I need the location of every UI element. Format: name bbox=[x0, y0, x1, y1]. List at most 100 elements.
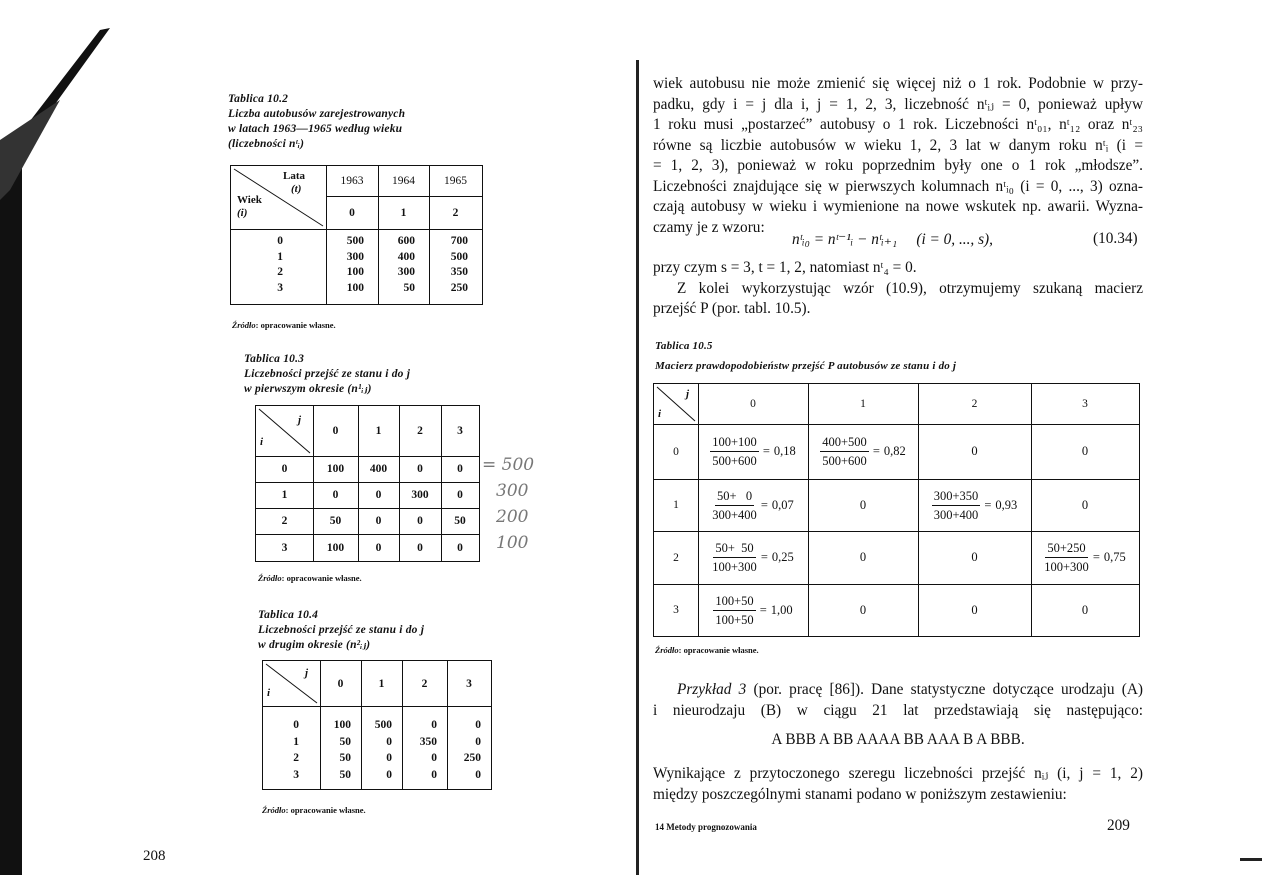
handwritten-notes: = 500 300 200 100 bbox=[482, 452, 534, 556]
source-text: : opracowanie własne. bbox=[281, 573, 362, 583]
column-header: 2 bbox=[971, 398, 978, 410]
book-spine-line bbox=[636, 60, 639, 875]
paragraph-line: równe są liczbie autobusów w wieku 1, 2,… bbox=[653, 137, 1143, 154]
year-header: 1965 bbox=[444, 175, 467, 187]
table-label: Tablica 10.2 bbox=[228, 93, 289, 105]
closing-line: między poszczególnymi stanami podano w p… bbox=[653, 786, 1067, 803]
value-cell: 400 bbox=[397, 250, 415, 263]
value-cell: 0 bbox=[386, 768, 392, 781]
row-labels: 0 1 2 3 bbox=[263, 717, 299, 783]
value-cell: 0 bbox=[431, 768, 437, 781]
denominator: 100+300 bbox=[712, 560, 757, 574]
equals-sign: = bbox=[762, 444, 770, 458]
example-line: i nieurodzaju (B) w ciągu 21 lat przedst… bbox=[653, 701, 1143, 722]
example-text: i nieurodzaju (B) w ciągu 21 lat przedst… bbox=[653, 702, 1143, 719]
value-column: 0 0 250 0 bbox=[447, 717, 481, 783]
paragraph-line: padku, gdy i = j dla i, j = 1, 2, 3, lic… bbox=[653, 96, 1143, 113]
column-header: 3 bbox=[466, 677, 472, 690]
column-divider bbox=[447, 661, 448, 789]
value-cell: 0 bbox=[457, 541, 463, 554]
fraction-cell: 50+ 50 100+300 = 0,25 bbox=[698, 531, 808, 584]
row-divider bbox=[326, 196, 482, 197]
left-edge-shadow bbox=[0, 28, 110, 875]
fraction: 50+ 50 100+300 bbox=[712, 541, 757, 574]
value-cell: 50 bbox=[403, 281, 416, 294]
year-header: 1963 bbox=[340, 175, 364, 187]
value-cell: 100 bbox=[333, 719, 351, 731]
equals-sign: = bbox=[759, 602, 767, 617]
caption-line: w pierwszym okresie (n¹ᵢⱼ) bbox=[244, 383, 372, 395]
source-text: : opracowanie własne. bbox=[678, 645, 759, 655]
source-label: Źródło bbox=[258, 573, 282, 583]
result-value: 0,25 bbox=[771, 550, 794, 564]
table-10-3-caption: Tablica 10.3 Liczebności przejść ze stan… bbox=[244, 352, 410, 397]
column-divider bbox=[918, 384, 919, 636]
paragraph-line: przy czym s = 3, t = 1, 2, natomiast nᵗ₄… bbox=[653, 259, 917, 276]
table-10-2-caption: Tablica 10.2 Liczba autobusów zarejestro… bbox=[228, 92, 405, 152]
row-label: 3 bbox=[281, 541, 288, 554]
right-edge-mark bbox=[1240, 858, 1262, 861]
closing-line: Wynikające z przytoczonego szeregu licze… bbox=[653, 765, 1143, 782]
fraction-cell: 50+ 0 300+400 = 0,07 bbox=[698, 479, 808, 531]
column-divider bbox=[441, 406, 442, 561]
row-label: 1 bbox=[293, 735, 299, 748]
value-cell: 50 bbox=[454, 515, 466, 527]
row-divider bbox=[256, 534, 479, 535]
result-value: 0,82 bbox=[883, 444, 906, 458]
table-10-3: j i 0 1 2 3 0 100 400 0 0 1 0 0 300 0 2 50 0 0 50 3 100 0 0 0 bbox=[255, 405, 480, 562]
numerator: 50+ 50 bbox=[713, 541, 756, 558]
example-line: Przykład 3 (por. pracę [86]). Dane staty… bbox=[653, 680, 1143, 701]
column-divider bbox=[378, 166, 379, 304]
value-column: 500 300 100 100 bbox=[326, 234, 364, 296]
value-column: 0 350 0 0 bbox=[402, 717, 437, 783]
numerator: 50+ 0 bbox=[714, 489, 755, 506]
table-10-2-source: Źródło: opracowanie własne. bbox=[232, 320, 336, 330]
value-cell: 0 bbox=[375, 541, 382, 554]
fraction: 50+ 0 300+400 bbox=[712, 489, 757, 522]
row-divider bbox=[654, 424, 1139, 425]
value-cell: 0 bbox=[859, 497, 867, 512]
table-10-4-source: Źródło: opracowanie własne. bbox=[262, 805, 366, 815]
value-cell: 100 bbox=[326, 541, 345, 554]
row-label: 1 bbox=[673, 499, 679, 511]
value-cell: 0 bbox=[431, 752, 437, 764]
formula-number: (10.34) bbox=[1093, 230, 1138, 247]
fraction-cell: 400+500 500+600 = 0,82 bbox=[808, 424, 918, 479]
caption-line: w latach 1963—1965 według wieku bbox=[228, 123, 403, 135]
value-cell: 0 bbox=[417, 515, 423, 527]
value-cell: 0 bbox=[475, 719, 481, 731]
fraction-cell: 100+50 100+50 = 1,00 bbox=[698, 584, 808, 636]
result-value: 0,75 bbox=[1103, 550, 1126, 564]
numerator: 100+50 bbox=[713, 594, 756, 611]
row-divider bbox=[654, 479, 1139, 480]
column-divider bbox=[320, 661, 321, 789]
value-column: 600 400 300 50 bbox=[378, 234, 415, 296]
handwritten-note: 300 bbox=[496, 481, 529, 501]
denominator: 300+400 bbox=[933, 507, 979, 522]
denominator: 100+300 bbox=[1044, 560, 1089, 574]
table-label: Tablica 10.4 bbox=[258, 609, 319, 621]
row-label: 0 bbox=[673, 445, 679, 458]
column-header: 1 bbox=[860, 398, 866, 410]
row-divider bbox=[263, 706, 491, 707]
value-cell: 300 bbox=[346, 250, 364, 263]
row-labels: 0 1 2 3 bbox=[231, 234, 283, 296]
value-cell: 50 bbox=[339, 752, 352, 764]
row-label: 2 bbox=[673, 551, 679, 564]
paragraph-line: wiek autobusu nie może zmienić się więce… bbox=[653, 75, 1143, 92]
equals-sign: = bbox=[760, 550, 768, 564]
value-cell: 0 bbox=[375, 489, 382, 501]
value-cell: 0 bbox=[1081, 497, 1089, 512]
row-label: 1 bbox=[277, 250, 283, 263]
column-divider bbox=[313, 406, 314, 561]
row-label: 2 bbox=[277, 266, 283, 278]
value-cell: 0 bbox=[971, 602, 978, 617]
row-label: 1 bbox=[281, 489, 288, 501]
value-cell: 0 bbox=[417, 463, 423, 475]
column-header: 1 bbox=[375, 425, 382, 437]
row-divider bbox=[256, 508, 479, 509]
numerator: 50+250 bbox=[1045, 541, 1088, 558]
corner-bottom-sub: (i) bbox=[237, 207, 248, 219]
paragraph-line: Z kolei wykorzystując wzór (10.9), otrzy… bbox=[677, 280, 1143, 297]
denominator: 500+600 bbox=[712, 454, 757, 468]
